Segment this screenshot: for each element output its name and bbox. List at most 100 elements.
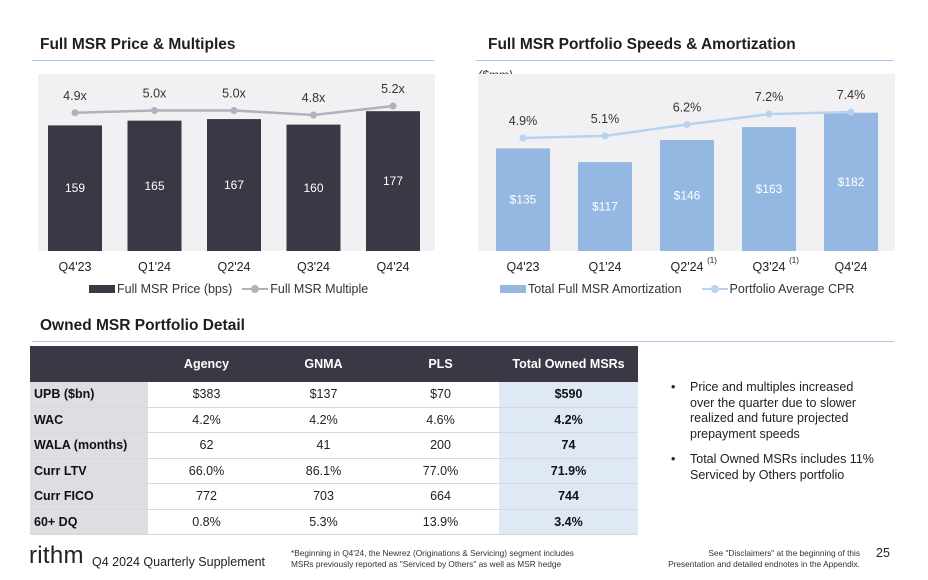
detail-title-rule [32, 341, 894, 342]
line-point [765, 110, 773, 118]
table-cell: 66.0% [148, 458, 265, 484]
x-tick-label: Q3'24 [753, 260, 786, 274]
table-cell: 4.2% [148, 407, 265, 433]
x-tick-footnote: (1) [707, 256, 717, 265]
x-tick-label: Q4'24 [835, 260, 868, 274]
table-cell: 4.6% [382, 407, 499, 433]
table-cell: 41 [265, 432, 382, 459]
x-tick-label: Q4'23 [59, 260, 92, 274]
table-cell: 77.0% [382, 458, 499, 484]
line-value-label: 7.2% [755, 90, 784, 104]
total-cell: 4.2% [499, 407, 638, 433]
x-tick-label: Q2'24 [671, 260, 704, 274]
bar [660, 140, 714, 251]
bar [366, 111, 420, 251]
bar [286, 124, 341, 251]
left-chart-title: Full MSR Price & Multiples [40, 36, 236, 53]
document-title: Q4 2024 Quarterly Supplement [92, 555, 266, 569]
line-point [601, 132, 609, 140]
bullet-text: Price and multiples increased over the q… [690, 380, 857, 441]
line-point [230, 107, 238, 114]
right-chart-title: Full MSR Portfolio Speeds & Amortization [488, 36, 796, 53]
line-value-label: 5.2x [381, 82, 405, 96]
table-cell: 13.9% [382, 509, 499, 535]
bar-value-label: 167 [224, 178, 244, 192]
bullet-mark: • [671, 380, 676, 394]
row-label: UPB ($bn) [30, 382, 148, 408]
bar [824, 112, 878, 252]
bar-value-label: 177 [383, 174, 403, 188]
line-value-label: 4.8x [302, 91, 326, 105]
table-cell: 62 [148, 432, 265, 459]
table-cell: 664 [382, 483, 499, 510]
bar [207, 119, 261, 251]
x-tick-label: Q4'24 [377, 260, 410, 274]
total-cell: $590 [499, 382, 638, 408]
bullet-item: • Price and multiples increased over the… [665, 380, 880, 442]
commentary-bullets: • Price and multiples increased over the… [665, 380, 880, 493]
line-value-label: 5.0x [143, 87, 167, 101]
legend-swatch-price [89, 285, 115, 293]
bar-value-label: 165 [144, 179, 164, 193]
bar [742, 127, 796, 251]
row-label: WAC [30, 407, 148, 433]
row-label: Curr LTV [30, 458, 148, 484]
legend-label-amortization: Total Full MSR Amortization [528, 282, 682, 296]
bar [127, 120, 182, 252]
footnote-line-2: MSRs previously reported as "Serviced by… [291, 559, 562, 569]
row-label: WALA (months) [30, 432, 148, 459]
left-legend: Full MSR Price (bps) Full MSR Multiple [89, 282, 368, 296]
disclaimer-line-1: See "Disclaimers" at the beginning of th… [708, 548, 860, 558]
bar-value-label: 160 [303, 181, 323, 195]
x-tick-label: Q1'24 [589, 260, 622, 274]
line-value-label: 7.4% [837, 88, 866, 102]
right-title-rule [476, 60, 894, 61]
column-header-pls: PLS [382, 346, 499, 382]
total-cell: 74 [499, 432, 638, 459]
line-point [683, 120, 691, 128]
row-label: 60+ DQ [30, 509, 148, 535]
line-point [151, 107, 158, 114]
bar-value-label: $163 [756, 182, 783, 196]
x-tick-label: Q3'24 [297, 260, 330, 274]
x-tick-footnote: (1) [789, 256, 799, 265]
legend-label-price: Full MSR Price (bps) [117, 282, 233, 296]
total-cell: 3.4% [499, 509, 638, 535]
column-header-total: Total Owned MSRs [499, 346, 638, 382]
x-tick-label: Q1'24 [138, 260, 171, 274]
legend-swatch-amortization [500, 285, 526, 293]
footnote: *Beginning in Q4'24, the Newrez (Origina… [291, 548, 574, 570]
table-row: Curr LTV 66.0% 86.1% 77.0% 71.9% [30, 458, 638, 484]
table-cell: 5.3% [265, 509, 382, 535]
table-row: 60+ DQ 0.8% 5.3% 13.9% 3.4% [30, 509, 638, 535]
bar-value-label: 159 [65, 181, 85, 195]
line-point [71, 109, 79, 117]
bar-value-label: $117 [592, 200, 618, 214]
line-value-label: 5.1% [591, 112, 620, 126]
left-title-rule [32, 60, 434, 61]
x-tick-label: Q2'24 [218, 260, 251, 274]
table-cell: 4.2% [265, 407, 382, 433]
line-value-label: 4.9x [63, 89, 87, 103]
table-cell: 703 [265, 483, 382, 510]
detail-title: Owned MSR Portfolio Detail [40, 317, 245, 334]
legend-label-multiple: Full MSR Multiple [270, 282, 369, 296]
page-number: 25 [876, 546, 890, 560]
column-header-agency: Agency [148, 346, 265, 382]
line-point [847, 108, 855, 116]
line-point [310, 111, 317, 119]
bullet-item: • Total Owned MSRs includes 11% Serviced… [665, 452, 880, 483]
owned-msr-table: Agency GNMA PLS Total Owned MSRs UPB ($b… [30, 346, 638, 535]
legend-swatch-multiple [242, 285, 269, 293]
total-cell: 71.9% [499, 458, 638, 484]
table-cell: 0.8% [148, 509, 265, 535]
table-row: WAC 4.2% 4.2% 4.6% 4.2% [30, 407, 638, 433]
table-cell: 86.1% [265, 458, 382, 484]
line-value-label: 5.0x [222, 87, 246, 101]
table-cell: 200 [382, 432, 499, 459]
table-row: WALA (months) 62 41 200 74 [30, 432, 638, 459]
bullet-mark: • [671, 452, 676, 466]
line-point [519, 134, 527, 142]
line-point [389, 102, 397, 110]
